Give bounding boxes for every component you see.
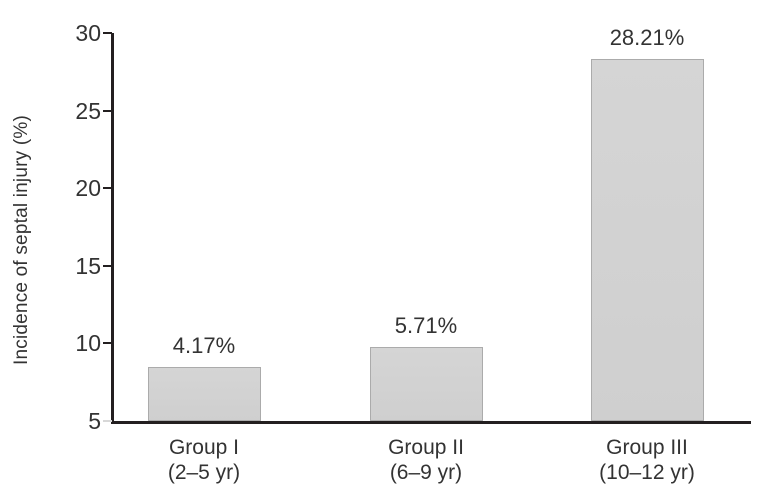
value-label-group-ii: 5.71% [394, 312, 458, 338]
category-label-group-ii: Group II (6–9 yr) [388, 435, 464, 485]
category-age-range: (2–5 yr) [167, 461, 241, 484]
y-tick-label-20: 20 [75, 175, 101, 202]
y-tick-20 [103, 187, 112, 190]
y-tick-15 [103, 264, 112, 267]
plot-area: 30 25 20 15 10 5 4.17% Group I (2–5 yr) 5.71% Grou… [75, 20, 751, 484]
bar-group-ii [369, 346, 483, 421]
category-name: Group III [606, 436, 688, 459]
y-tick-label-10: 10 [75, 330, 101, 357]
category-label-group-i: Group I (2–5 yr) [168, 435, 240, 485]
y-tick-label-30: 30 [75, 20, 101, 46]
y-tick-label-5: 5 [88, 408, 101, 434]
y-tick-label-25: 25 [75, 97, 101, 124]
category-label-group-iii: Group III (10–12 yr) [599, 435, 695, 485]
category-name: Group I [168, 436, 240, 459]
category-age-range: (10–12 yr) [599, 461, 695, 484]
value-label-group-i: 4.17% [172, 332, 236, 358]
y-axis-title: Incidence of septal injury (%) [11, 115, 32, 365]
y-tick-30 [103, 32, 112, 34]
bar-group-iii [590, 58, 704, 421]
y-tick-label-15: 15 [75, 252, 101, 279]
category-age-range: (6–9 yr) [389, 461, 463, 484]
category-name: Group II [388, 436, 464, 459]
bar-group-i [147, 366, 261, 421]
y-tick-5 [103, 420, 112, 422]
y-tick-25 [103, 109, 112, 112]
value-label-group-iii: 28.21% [609, 24, 685, 50]
y-tick-10 [103, 342, 112, 345]
